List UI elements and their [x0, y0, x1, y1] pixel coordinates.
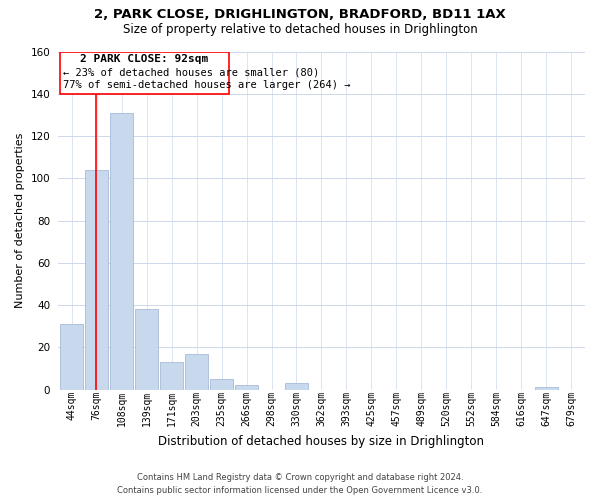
Bar	[285, 383, 308, 390]
Text: Contains HM Land Registry data © Crown copyright and database right 2024.
Contai: Contains HM Land Registry data © Crown c…	[118, 473, 482, 495]
Bar	[136, 309, 158, 390]
Y-axis label: Number of detached properties: Number of detached properties	[15, 133, 25, 308]
Bar	[211, 379, 233, 390]
Text: Size of property relative to detached houses in Drighlington: Size of property relative to detached ho…	[122, 22, 478, 36]
X-axis label: Distribution of detached houses by size in Drighlington: Distribution of detached houses by size …	[158, 434, 484, 448]
Bar	[185, 354, 208, 390]
Text: 2, PARK CLOSE, DRIGHLINGTON, BRADFORD, BD11 1AX: 2, PARK CLOSE, DRIGHLINGTON, BRADFORD, B…	[94, 8, 506, 20]
Bar	[235, 386, 258, 390]
Bar	[85, 170, 108, 390]
Bar	[61, 324, 83, 390]
Bar	[535, 388, 557, 390]
Text: ← 23% of detached houses are smaller (80): ← 23% of detached houses are smaller (80…	[64, 68, 320, 78]
Text: 77% of semi-detached houses are larger (264) →: 77% of semi-detached houses are larger (…	[64, 80, 351, 90]
Bar	[160, 362, 183, 390]
Text: 2 PARK CLOSE: 92sqm: 2 PARK CLOSE: 92sqm	[80, 54, 208, 64]
Bar	[110, 113, 133, 390]
FancyBboxPatch shape	[59, 52, 229, 94]
